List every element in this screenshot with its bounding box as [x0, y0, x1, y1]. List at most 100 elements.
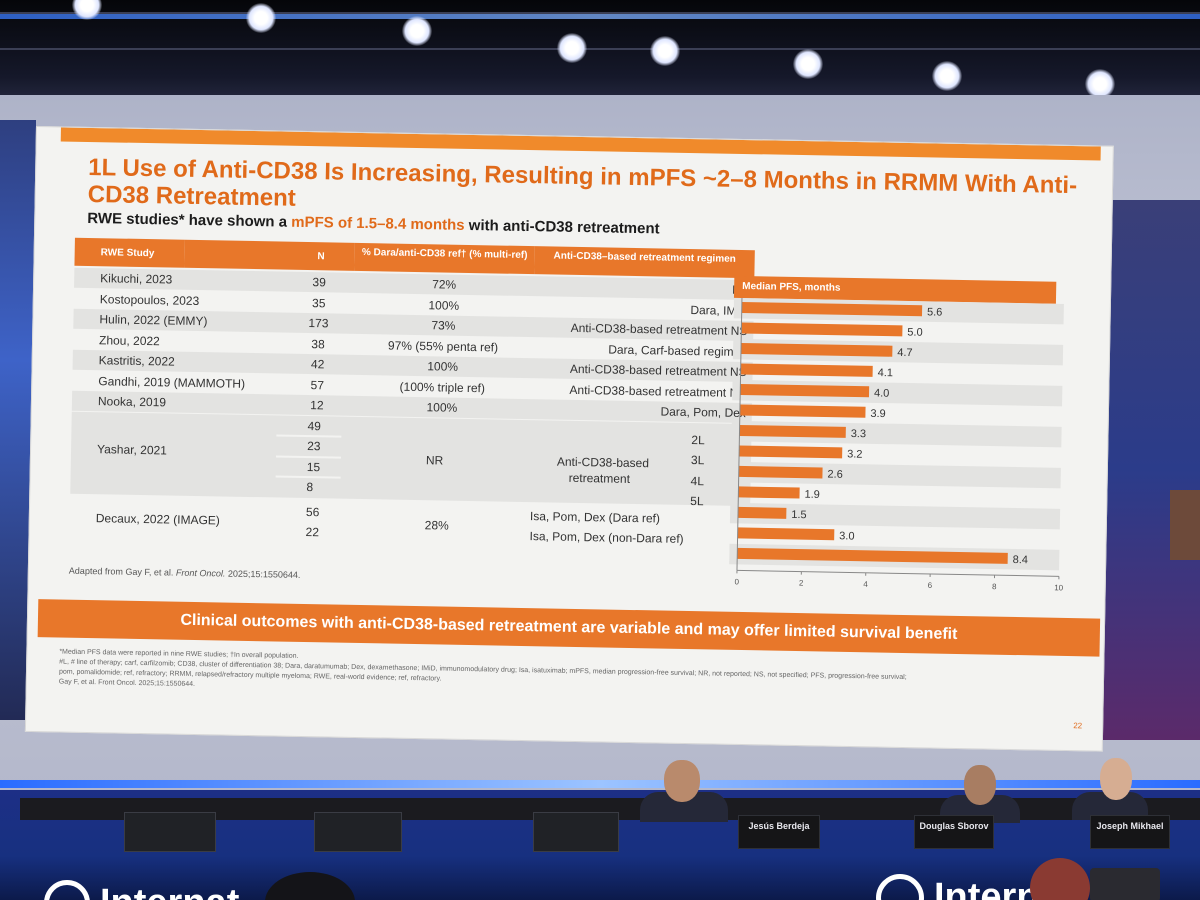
- subtitle-text: RWE studies* have shown a: [87, 209, 292, 231]
- table-cell-n: 12: [310, 398, 324, 413]
- stage-light: [246, 3, 276, 33]
- stage-light: [932, 61, 962, 91]
- chart-y-axis: [736, 297, 743, 571]
- table-cell-n: 39: [312, 275, 326, 290]
- table-cell-n: 57: [310, 377, 325, 392]
- footnotes: *Median PFS data were reported in nine R…: [59, 648, 1080, 707]
- nameplate-berdeja: Jesús Berdeja: [738, 815, 820, 849]
- chart-row-shade: [729, 502, 1061, 530]
- nameplate-sborov: Douglas Sborov: [914, 815, 994, 849]
- median-pfs-bar-plot: 5.6 5.0 4.74.1 4.0 3.93.3 3.2 2.6 1.9 1.5 3.0 8.4 0…: [729, 297, 1064, 592]
- pfs-value-label: 5.6: [927, 306, 943, 318]
- pfs-value-label: 3.9: [870, 408, 886, 420]
- pfs-bar: [740, 342, 893, 357]
- pfs-bar: [741, 322, 903, 337]
- table-cell-pct: 97% (55% penta ref): [387, 337, 499, 355]
- table-cell-line: 5L: [690, 494, 704, 509]
- conference-logo-icon: [876, 874, 924, 900]
- presentation-slide: 1L Use of Anti-CD38 Is Increasing, Resul…: [24, 126, 1114, 752]
- table-cell-regimen: Isa, Pom, Dex (Dara ref): [529, 508, 661, 525]
- stage-light: [72, 0, 102, 20]
- pfs-value-label: 4.1: [878, 367, 894, 379]
- table-cell-pct: (100% triple ref): [399, 379, 486, 395]
- table-cell-study: Hulin, 2022 (EMMY): [99, 312, 208, 329]
- table-cell-line: 3L: [690, 453, 705, 468]
- table-cell-n: 23: [307, 439, 321, 454]
- source-citation: Adapted from Gay F, et al. Front Oncol. …: [69, 566, 301, 580]
- truss-light-strip: [0, 14, 1200, 19]
- x-tick-label: 0: [734, 577, 739, 586]
- table-cell-n: 35: [311, 295, 326, 310]
- pfs-value-label: 2.6: [827, 469, 843, 481]
- desk-monitor: [124, 812, 216, 852]
- pfs-bar: [741, 301, 923, 317]
- yashar-block: Yashar, 2021 49 23 15 8 NR Anti-CD38-based retr…: [70, 411, 752, 509]
- pfs-value-label: 3.0: [839, 530, 855, 542]
- table-cell-n: 56: [305, 504, 320, 519]
- projection-screen: 1L Use of Anti-CD38 Is Increasing, Resul…: [24, 126, 1114, 752]
- pfs-value-label: 8.4: [1013, 554, 1029, 566]
- x-tick-label: 8: [992, 582, 997, 591]
- table-cell-regimen: Anti-CD38-based: [556, 454, 650, 470]
- rwe-study-table: RWE Study N % Dara/anti-CD38 ref† (% mul…: [70, 237, 755, 546]
- table-cell-regimen: Anti-CD38-based retreatment NS: [570, 320, 748, 339]
- side-screen-right: [1100, 200, 1200, 740]
- median-pfs-chart: Median PFS, months 5.6 5.0 4.7 4.1 4.0 3.9 3.3…: [728, 275, 1074, 612]
- citation-pre: Adapted from Gay F, et al.: [68, 565, 176, 578]
- table-cell-study: Kostopoulos, 2023: [99, 291, 200, 308]
- table-cell-n: 173: [308, 316, 329, 331]
- audience-hand: [1030, 858, 1090, 900]
- pfs-bar: [740, 383, 870, 398]
- pfs-value-label: 4.7: [897, 347, 913, 359]
- decaux-block: Decaux, 2022 (IMAGE) 56 22 28% Isa, Pom, Dex…: [69, 499, 750, 552]
- table-cell-regimen: Isa, Pom, Dex (non-Dara ref): [529, 529, 684, 546]
- table-cell-study: Decaux, 2022 (IMAGE): [95, 510, 221, 527]
- desk-monitor: [533, 812, 619, 852]
- table-cell-pct: 28%: [424, 517, 449, 533]
- table-cell-pct: 100%: [428, 297, 460, 313]
- table-cell-study: Kikuchi, 2023: [100, 271, 173, 287]
- stage-light: [793, 49, 823, 79]
- header-study: RWE Study: [74, 237, 185, 268]
- pfs-bar: [737, 506, 787, 519]
- pfs-bar: [737, 547, 1008, 564]
- stage-light: [1085, 69, 1115, 99]
- table-cell-study: Yashar, 2021: [96, 441, 168, 457]
- header-n: N: [184, 239, 355, 271]
- table-cell-n: 42: [310, 357, 325, 372]
- table-cell-study: Kastritis, 2022: [98, 353, 175, 369]
- pfs-value-label: 3.3: [851, 428, 867, 440]
- stage-light: [402, 16, 432, 46]
- pfs-value-label: 5.0: [907, 327, 923, 339]
- table-cell-pct: 72%: [432, 277, 457, 292]
- table-cell-study: Gandhi, 2019 (MAMMOTH): [98, 373, 246, 391]
- subtitle-text-end: with anti-CD38 retreatment: [464, 216, 660, 238]
- pfs-bar: [739, 424, 846, 438]
- table-cell-pct: 100%: [427, 359, 459, 374]
- pfs-bar: [737, 527, 835, 541]
- pfs-value-label: 1.5: [791, 509, 807, 521]
- pfs-bar: [739, 404, 866, 418]
- pfs-value-label: 1.9: [804, 489, 820, 501]
- pfs-value-label: 3.2: [847, 448, 863, 460]
- stage-light: [557, 33, 587, 63]
- row-divider: [275, 454, 342, 459]
- table-cell-n: 22: [305, 525, 320, 540]
- pfs-value-label: 4.0: [874, 387, 890, 399]
- page-number: 22: [1073, 721, 1083, 731]
- audience-phone: [1090, 868, 1160, 900]
- table-cell-regimen: Dara, Carf-based regimen: [608, 342, 748, 359]
- header-pct-ref: % Dara/anti-CD38 ref† (% multi-ref): [354, 242, 535, 275]
- desk-monitor: [314, 812, 402, 852]
- table-cell-regimen: Anti-CD38-based retreatment NS: [569, 361, 747, 380]
- nameplate-mikhael: Joseph Mikhael: [1090, 815, 1170, 849]
- table-cell-study: Zhou, 2022: [98, 332, 160, 348]
- pfs-bar: [739, 445, 843, 459]
- x-tick-label: 10: [1054, 583, 1064, 592]
- table-cell-pct: 100%: [426, 400, 458, 415]
- table-cell-study: Nooka, 2019: [97, 394, 167, 410]
- citation-journal: Front Oncol.: [175, 567, 226, 579]
- conference-logo-text: Internat: [100, 882, 239, 900]
- x-tick-label: 2: [799, 579, 804, 588]
- header-regimen: Anti-CD38–based retreatment regimen: [534, 246, 755, 279]
